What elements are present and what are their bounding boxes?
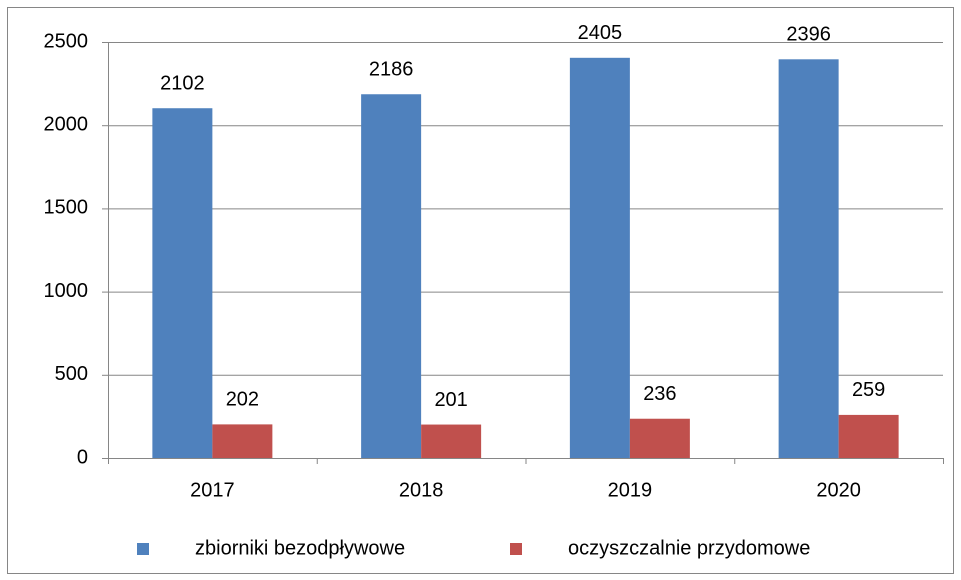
data-label: 2405 <box>578 22 623 44</box>
bar <box>361 94 422 458</box>
data-label: 2186 <box>369 59 414 81</box>
data-label: 236 <box>643 383 676 405</box>
legend-swatch <box>137 543 149 555</box>
bar <box>421 424 482 458</box>
x-tick-label: 2017 <box>190 479 235 501</box>
data-label: 202 <box>226 389 259 411</box>
y-tick-label: 0 <box>77 446 88 468</box>
legend-label: oczyszczalnie przydomowe <box>568 537 810 559</box>
x-tick-label: 2020 <box>816 479 861 501</box>
bar <box>152 108 213 458</box>
bar <box>778 59 839 458</box>
x-tick-label: 2018 <box>399 479 444 501</box>
data-label: 2102 <box>160 73 205 95</box>
y-tick-label: 2500 <box>44 30 89 52</box>
data-label: 2396 <box>786 24 831 46</box>
y-tick-label: 1500 <box>44 197 89 219</box>
bar <box>569 57 630 459</box>
bar <box>838 414 899 458</box>
x-tick-label: 2019 <box>608 479 653 501</box>
y-tick-label: 2000 <box>44 113 89 135</box>
legend-label: zbiorniki bezodpływowe <box>195 537 405 559</box>
data-label: 259 <box>852 379 885 401</box>
y-tick-label: 500 <box>55 363 88 385</box>
data-label: 201 <box>434 389 467 411</box>
y-tick-label: 1000 <box>44 280 89 302</box>
bar <box>629 418 690 458</box>
legend-swatch <box>510 543 522 555</box>
bar <box>212 424 273 458</box>
